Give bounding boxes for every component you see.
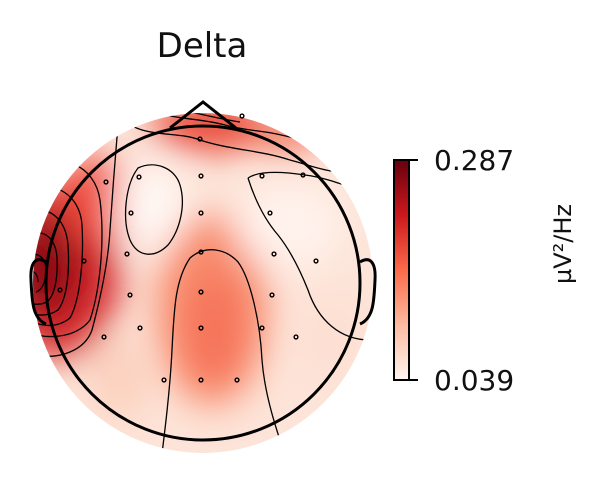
colorbar-unit-label: µV²/Hz xyxy=(549,203,578,285)
head-outline xyxy=(29,100,377,442)
head-circle xyxy=(44,124,362,442)
contour-lines xyxy=(33,113,373,453)
nose-outline xyxy=(169,100,237,130)
power-field xyxy=(33,113,373,453)
plot-title: Delta xyxy=(156,26,248,66)
colorbar-min-label: 0.039 xyxy=(434,364,515,397)
colorbar-gradient xyxy=(393,159,410,381)
right-ear-outline xyxy=(359,258,377,326)
colorbar-max-label: 0.287 xyxy=(434,144,515,177)
sensor-markers xyxy=(57,113,319,383)
left-ear-outline xyxy=(29,258,47,326)
